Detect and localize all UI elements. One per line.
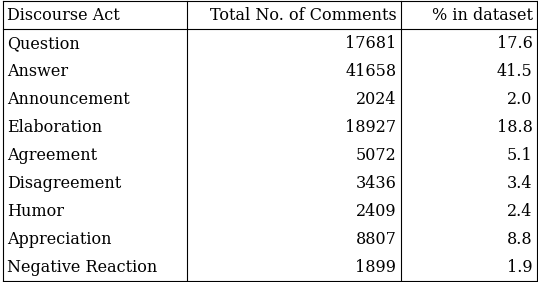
Text: Question: Question [7, 35, 80, 52]
Text: 5.1: 5.1 [507, 147, 533, 164]
Text: 17.6: 17.6 [497, 35, 533, 52]
Text: 5072: 5072 [356, 147, 397, 164]
Text: 18.8: 18.8 [497, 119, 533, 136]
Text: 41.5: 41.5 [497, 63, 533, 80]
Text: Appreciation: Appreciation [7, 231, 111, 248]
Text: 2409: 2409 [356, 203, 397, 220]
Text: 8.8: 8.8 [507, 231, 533, 248]
Text: Answer: Answer [7, 63, 68, 80]
Text: Agreement: Agreement [7, 147, 97, 164]
Text: Announcement: Announcement [7, 91, 130, 108]
Text: 2024: 2024 [356, 91, 397, 108]
Text: 2.0: 2.0 [507, 91, 533, 108]
Text: Total No. of Comments: Total No. of Comments [210, 7, 397, 24]
Text: 41658: 41658 [345, 63, 397, 80]
Text: Humor: Humor [7, 203, 64, 220]
Text: 8807: 8807 [356, 231, 397, 248]
Text: 3.4: 3.4 [507, 175, 533, 192]
Text: Disagreement: Disagreement [7, 175, 121, 192]
Text: 3436: 3436 [356, 175, 397, 192]
Text: Elaboration: Elaboration [7, 119, 102, 136]
Text: 18927: 18927 [345, 119, 397, 136]
Text: % in dataset: % in dataset [431, 7, 533, 24]
Text: 17681: 17681 [345, 35, 397, 52]
Text: 1899: 1899 [356, 259, 397, 276]
Text: Discourse Act: Discourse Act [7, 7, 120, 24]
Text: 1.9: 1.9 [507, 259, 533, 276]
Text: 2.4: 2.4 [507, 203, 533, 220]
Text: Negative Reaction: Negative Reaction [7, 259, 157, 276]
